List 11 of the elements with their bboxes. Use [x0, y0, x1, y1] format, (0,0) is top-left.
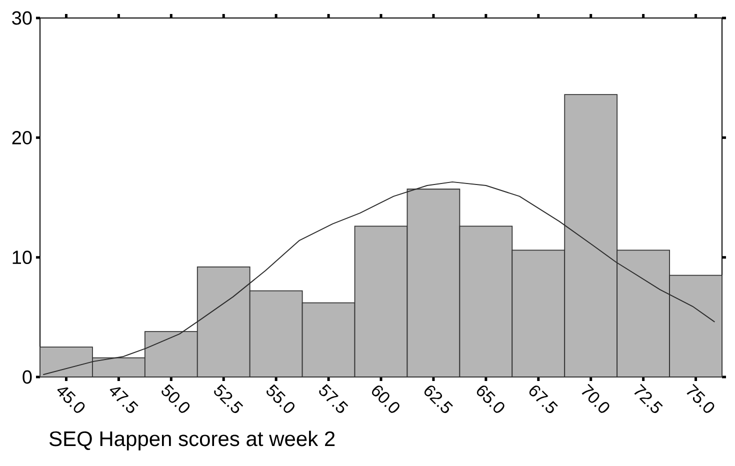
y-tick-label: 0 — [22, 370, 32, 384]
x-tick-label: 47.5 — [110, 387, 138, 413]
x-tick-label: 62.5 — [424, 386, 453, 414]
x-tick-label: 67.5 — [529, 386, 558, 414]
y-tick-label: 20 — [12, 130, 32, 144]
x-tick-label: 45.0 — [57, 387, 85, 413]
y-tick-label: 10 — [12, 250, 32, 264]
x-tick-label: 60.0 — [372, 386, 400, 413]
x-axis-title: SEQ Happen scores at week 2 — [49, 430, 335, 450]
y-tick-label: 30 — [12, 11, 32, 25]
x-tick-label: 65.0 — [476, 386, 504, 413]
